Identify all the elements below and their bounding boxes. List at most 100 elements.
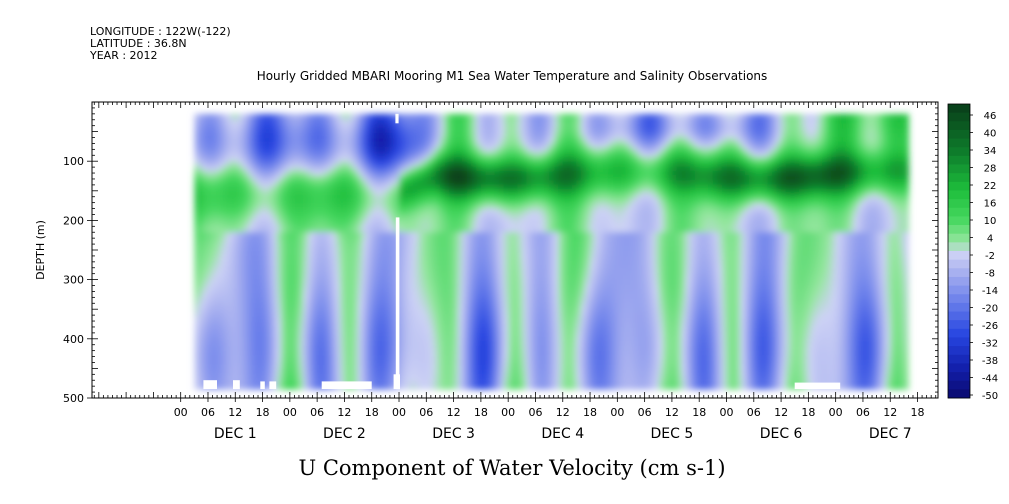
heatmap-cell: [435, 165, 441, 172]
heatmap-cell: [439, 341, 446, 347]
heatmap-cell: [235, 146, 241, 153]
heatmap-cell: [476, 227, 482, 233]
heatmap-cell: [248, 142, 255, 148]
heatmap-cell: [276, 379, 282, 385]
heatmap-cell: [494, 118, 500, 124]
heatmap-cell: [348, 227, 355, 233]
heatmap-cell: [494, 326, 500, 333]
heatmap-cell: [326, 364, 332, 371]
heatmap-cell: [267, 175, 273, 181]
heatmap-cell: [235, 236, 241, 243]
heatmap-cell: [462, 355, 468, 361]
heatmap-cell: [239, 113, 245, 120]
heatmap-cell: [444, 218, 450, 224]
heatmap-cell: [512, 355, 518, 361]
heatmap-cell: [530, 170, 537, 177]
heatmap-cell: [362, 180, 368, 186]
heatmap-cell: [489, 132, 496, 139]
heatmap-cell: [317, 251, 323, 257]
heatmap-cell: [217, 260, 223, 266]
heatmap-cell: [353, 279, 359, 285]
heatmap-cell: [494, 388, 500, 390]
heatmap-cell: [226, 289, 232, 295]
heatmap-cell: [194, 189, 200, 195]
heatmap-cell: [389, 156, 396, 162]
heatmap-cell: [308, 388, 314, 390]
heatmap-cell: [576, 161, 582, 167]
heatmap-cell: [239, 331, 245, 338]
heatmap-cell: [544, 383, 550, 390]
heatmap-cell: [462, 194, 468, 200]
heatmap-cell: [417, 364, 423, 371]
heatmap-cell: [530, 345, 537, 352]
heatmap-cell: [239, 161, 245, 167]
heatmap-cell: [499, 222, 505, 229]
heatmap-cell: [262, 213, 268, 219]
heatmap-cell: [530, 383, 537, 390]
heatmap-cell: [376, 184, 382, 191]
heatmap-cell: [439, 165, 446, 172]
heatmap-cell: [435, 317, 441, 323]
heatmap-cell: [403, 137, 409, 143]
heatmap-cell: [344, 246, 350, 252]
heatmap-cell: [212, 203, 218, 210]
heatmap-cell: [380, 374, 386, 380]
heatmap-cell: [503, 383, 509, 390]
heatmap-cell: [471, 379, 477, 385]
heatmap-cell: [549, 184, 555, 191]
heatmap-cell: [226, 113, 232, 120]
heatmap-cell: [417, 118, 423, 124]
heatmap-cell: [576, 151, 582, 158]
heatmap-cell: [244, 213, 250, 219]
heatmap-cell: [571, 208, 577, 214]
heatmap-cell: [553, 151, 559, 158]
heatmap-cell: [312, 203, 318, 210]
heatmap-cell: [198, 355, 205, 361]
heatmap-cell: [576, 199, 582, 205]
heatmap-cell: [308, 289, 314, 295]
heatmap-cell: [444, 388, 450, 390]
heatmap-cell: [239, 317, 245, 323]
heatmap-cell: [244, 132, 250, 139]
heatmap-cell: [289, 184, 295, 191]
heatmap-cell: [426, 369, 432, 375]
heatmap-cell: [221, 350, 227, 356]
heatmap-cell: [248, 175, 255, 181]
heatmap-cell: [244, 289, 250, 295]
heatmap-cell: [348, 241, 355, 248]
heatmap-cell: [330, 374, 336, 380]
heatmap-cell: [285, 142, 291, 148]
heatmap-cell: [244, 388, 250, 390]
heatmap-cell: [421, 336, 427, 342]
heatmap-cell: [371, 118, 377, 124]
heatmap-cell: [221, 326, 227, 333]
heatmap-cell: [285, 293, 291, 300]
heatmap-cell: [499, 132, 505, 139]
heatmap-cell: [435, 322, 441, 328]
heatmap-cell: [430, 255, 436, 262]
heatmap-cell: [248, 379, 255, 385]
heatmap-cell: [362, 232, 368, 238]
heatmap-cell: [239, 383, 245, 390]
heatmap-cell: [417, 241, 423, 248]
heatmap-cell: [217, 388, 223, 390]
heatmap-cell: [467, 360, 473, 366]
heatmap-cell: [244, 331, 250, 338]
heatmap-cell: [376, 218, 382, 224]
heatmap-cell: [399, 132, 405, 139]
heatmap-cell: [308, 170, 314, 177]
heatmap-cell: [521, 199, 527, 205]
heatmap-cell: [267, 341, 273, 347]
heatmap-cell: [471, 128, 477, 134]
heatmap-cell: [544, 180, 550, 186]
heatmap-cell: [376, 364, 382, 371]
heatmap-cell: [503, 241, 509, 248]
heatmap-cell: [367, 165, 373, 172]
heatmap-cell: [339, 227, 346, 233]
heatmap-cell: [444, 227, 450, 233]
heatmap-cell: [203, 265, 209, 271]
heatmap-cell: [553, 374, 559, 380]
heatmap-cell: [367, 270, 373, 276]
heatmap-cell: [403, 274, 409, 281]
heatmap-cell: [453, 345, 459, 352]
